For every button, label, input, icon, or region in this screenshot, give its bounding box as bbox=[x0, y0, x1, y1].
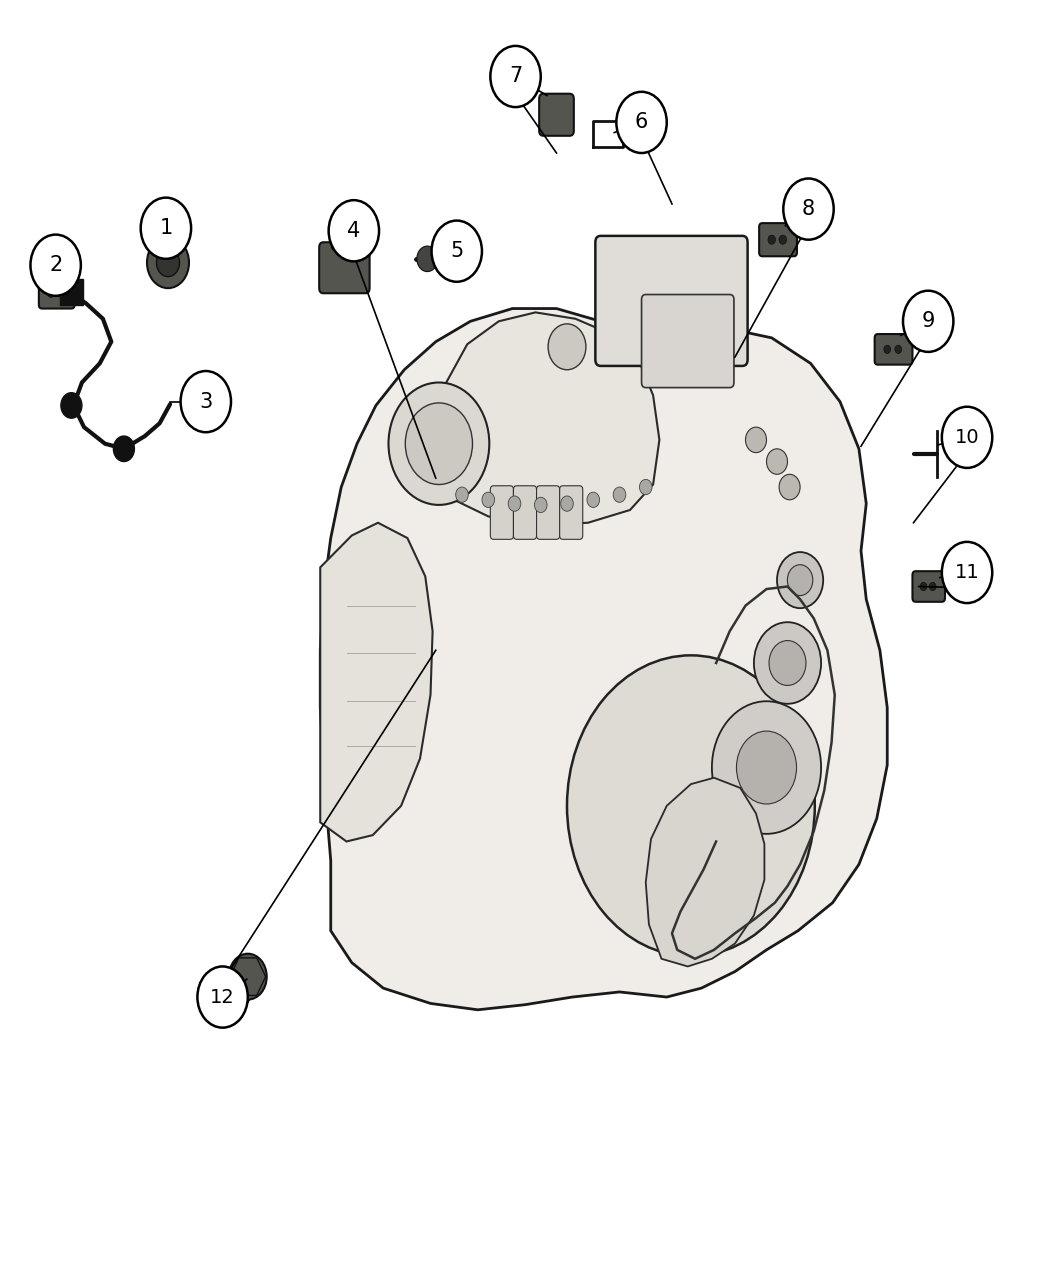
Text: 12: 12 bbox=[210, 988, 235, 1006]
Circle shape bbox=[156, 249, 180, 277]
Circle shape bbox=[903, 291, 953, 352]
Circle shape bbox=[766, 449, 788, 474]
Circle shape bbox=[779, 474, 800, 500]
FancyBboxPatch shape bbox=[560, 486, 583, 539]
Text: 4: 4 bbox=[348, 221, 360, 241]
Circle shape bbox=[417, 246, 438, 272]
Text: 3: 3 bbox=[200, 391, 212, 412]
Circle shape bbox=[746, 427, 766, 453]
Circle shape bbox=[777, 552, 823, 608]
FancyBboxPatch shape bbox=[537, 486, 560, 539]
Circle shape bbox=[736, 731, 797, 805]
Text: 1: 1 bbox=[160, 218, 172, 238]
Circle shape bbox=[432, 221, 482, 282]
Polygon shape bbox=[436, 312, 659, 525]
Text: 11: 11 bbox=[954, 564, 980, 581]
Text: 10: 10 bbox=[954, 428, 980, 446]
Circle shape bbox=[388, 382, 489, 505]
Text: 8: 8 bbox=[802, 199, 815, 219]
Circle shape bbox=[783, 179, 834, 240]
Circle shape bbox=[616, 92, 667, 153]
Circle shape bbox=[639, 479, 652, 495]
FancyBboxPatch shape bbox=[319, 242, 370, 293]
Text: 2: 2 bbox=[49, 255, 62, 275]
Circle shape bbox=[567, 655, 815, 956]
Circle shape bbox=[141, 198, 191, 259]
FancyBboxPatch shape bbox=[39, 278, 75, 309]
FancyBboxPatch shape bbox=[332, 228, 357, 250]
Circle shape bbox=[895, 346, 902, 353]
Circle shape bbox=[884, 346, 890, 353]
FancyBboxPatch shape bbox=[759, 223, 797, 256]
Circle shape bbox=[920, 583, 927, 590]
FancyBboxPatch shape bbox=[912, 571, 945, 602]
Circle shape bbox=[712, 701, 821, 834]
Circle shape bbox=[779, 235, 786, 245]
FancyBboxPatch shape bbox=[875, 334, 912, 365]
Circle shape bbox=[58, 289, 64, 297]
Circle shape bbox=[929, 583, 936, 590]
Circle shape bbox=[456, 487, 468, 502]
Circle shape bbox=[490, 46, 541, 107]
Circle shape bbox=[181, 371, 231, 432]
FancyBboxPatch shape bbox=[540, 93, 574, 135]
Polygon shape bbox=[646, 778, 764, 966]
Circle shape bbox=[587, 492, 600, 507]
Circle shape bbox=[754, 622, 821, 704]
Text: 6: 6 bbox=[635, 112, 648, 133]
FancyBboxPatch shape bbox=[513, 486, 537, 539]
Text: 5: 5 bbox=[450, 241, 463, 261]
FancyBboxPatch shape bbox=[490, 486, 513, 539]
Circle shape bbox=[30, 235, 81, 296]
Circle shape bbox=[548, 324, 586, 370]
Circle shape bbox=[61, 393, 82, 418]
Circle shape bbox=[690, 858, 742, 922]
Circle shape bbox=[482, 492, 495, 507]
Circle shape bbox=[329, 200, 379, 261]
Circle shape bbox=[197, 966, 248, 1028]
FancyBboxPatch shape bbox=[595, 236, 748, 366]
Circle shape bbox=[147, 237, 189, 288]
Circle shape bbox=[47, 289, 55, 297]
FancyBboxPatch shape bbox=[642, 295, 734, 388]
Circle shape bbox=[405, 403, 472, 484]
Text: 7: 7 bbox=[509, 66, 522, 87]
Circle shape bbox=[676, 842, 756, 938]
Circle shape bbox=[508, 496, 521, 511]
Text: 9: 9 bbox=[922, 311, 934, 332]
Polygon shape bbox=[320, 309, 887, 1010]
Circle shape bbox=[229, 954, 267, 1000]
Circle shape bbox=[613, 487, 626, 502]
FancyBboxPatch shape bbox=[60, 279, 83, 305]
Circle shape bbox=[561, 496, 573, 511]
Circle shape bbox=[942, 542, 992, 603]
Circle shape bbox=[769, 640, 806, 686]
Polygon shape bbox=[320, 523, 433, 842]
Circle shape bbox=[534, 497, 547, 513]
Circle shape bbox=[788, 565, 813, 595]
Circle shape bbox=[942, 407, 992, 468]
Circle shape bbox=[113, 436, 134, 462]
Circle shape bbox=[768, 235, 776, 245]
